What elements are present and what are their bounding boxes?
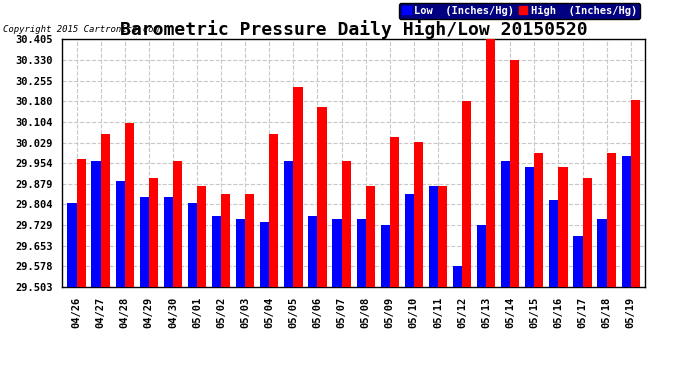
Bar [221,194,230,287]
Bar [173,162,182,287]
Bar [260,222,269,287]
Bar [428,186,438,287]
Bar [390,137,399,287]
Bar [366,186,375,287]
Text: Copyright 2015 Cartronics.com: Copyright 2015 Cartronics.com [3,25,159,34]
Bar [549,200,558,287]
Bar [68,202,77,287]
Bar [125,123,134,287]
Bar [245,194,255,287]
Bar [308,216,317,287]
Bar [477,225,486,287]
Bar [558,167,568,287]
Bar [582,178,591,287]
Bar [405,194,414,287]
Bar [317,106,326,287]
Bar [501,162,510,287]
Bar [139,197,149,287]
Bar [438,186,447,287]
Bar [414,142,423,287]
Bar [293,87,302,287]
Bar [236,219,245,287]
Bar [269,134,279,287]
Title: Barometric Pressure Daily High/Low 20150520: Barometric Pressure Daily High/Low 20150… [120,20,587,39]
Bar [510,60,520,287]
Bar [631,100,640,287]
Bar [188,202,197,287]
Bar [622,156,631,287]
Legend: Low  (Inches/Hg), High  (Inches/Hg): Low (Inches/Hg), High (Inches/Hg) [400,3,640,19]
Bar [462,101,471,287]
Bar [525,167,534,287]
Bar [381,225,390,287]
Bar [212,216,221,287]
Bar [101,134,110,287]
Bar [573,236,582,287]
Bar [486,39,495,287]
Bar [342,162,351,287]
Bar [197,186,206,287]
Bar [333,219,342,287]
Bar [164,197,173,287]
Bar [534,153,544,287]
Bar [116,181,125,287]
Bar [607,153,615,287]
Bar [149,178,158,287]
Bar [453,266,462,287]
Bar [357,219,366,287]
Bar [284,162,293,287]
Bar [77,159,86,287]
Bar [598,219,607,287]
Bar [92,162,101,287]
